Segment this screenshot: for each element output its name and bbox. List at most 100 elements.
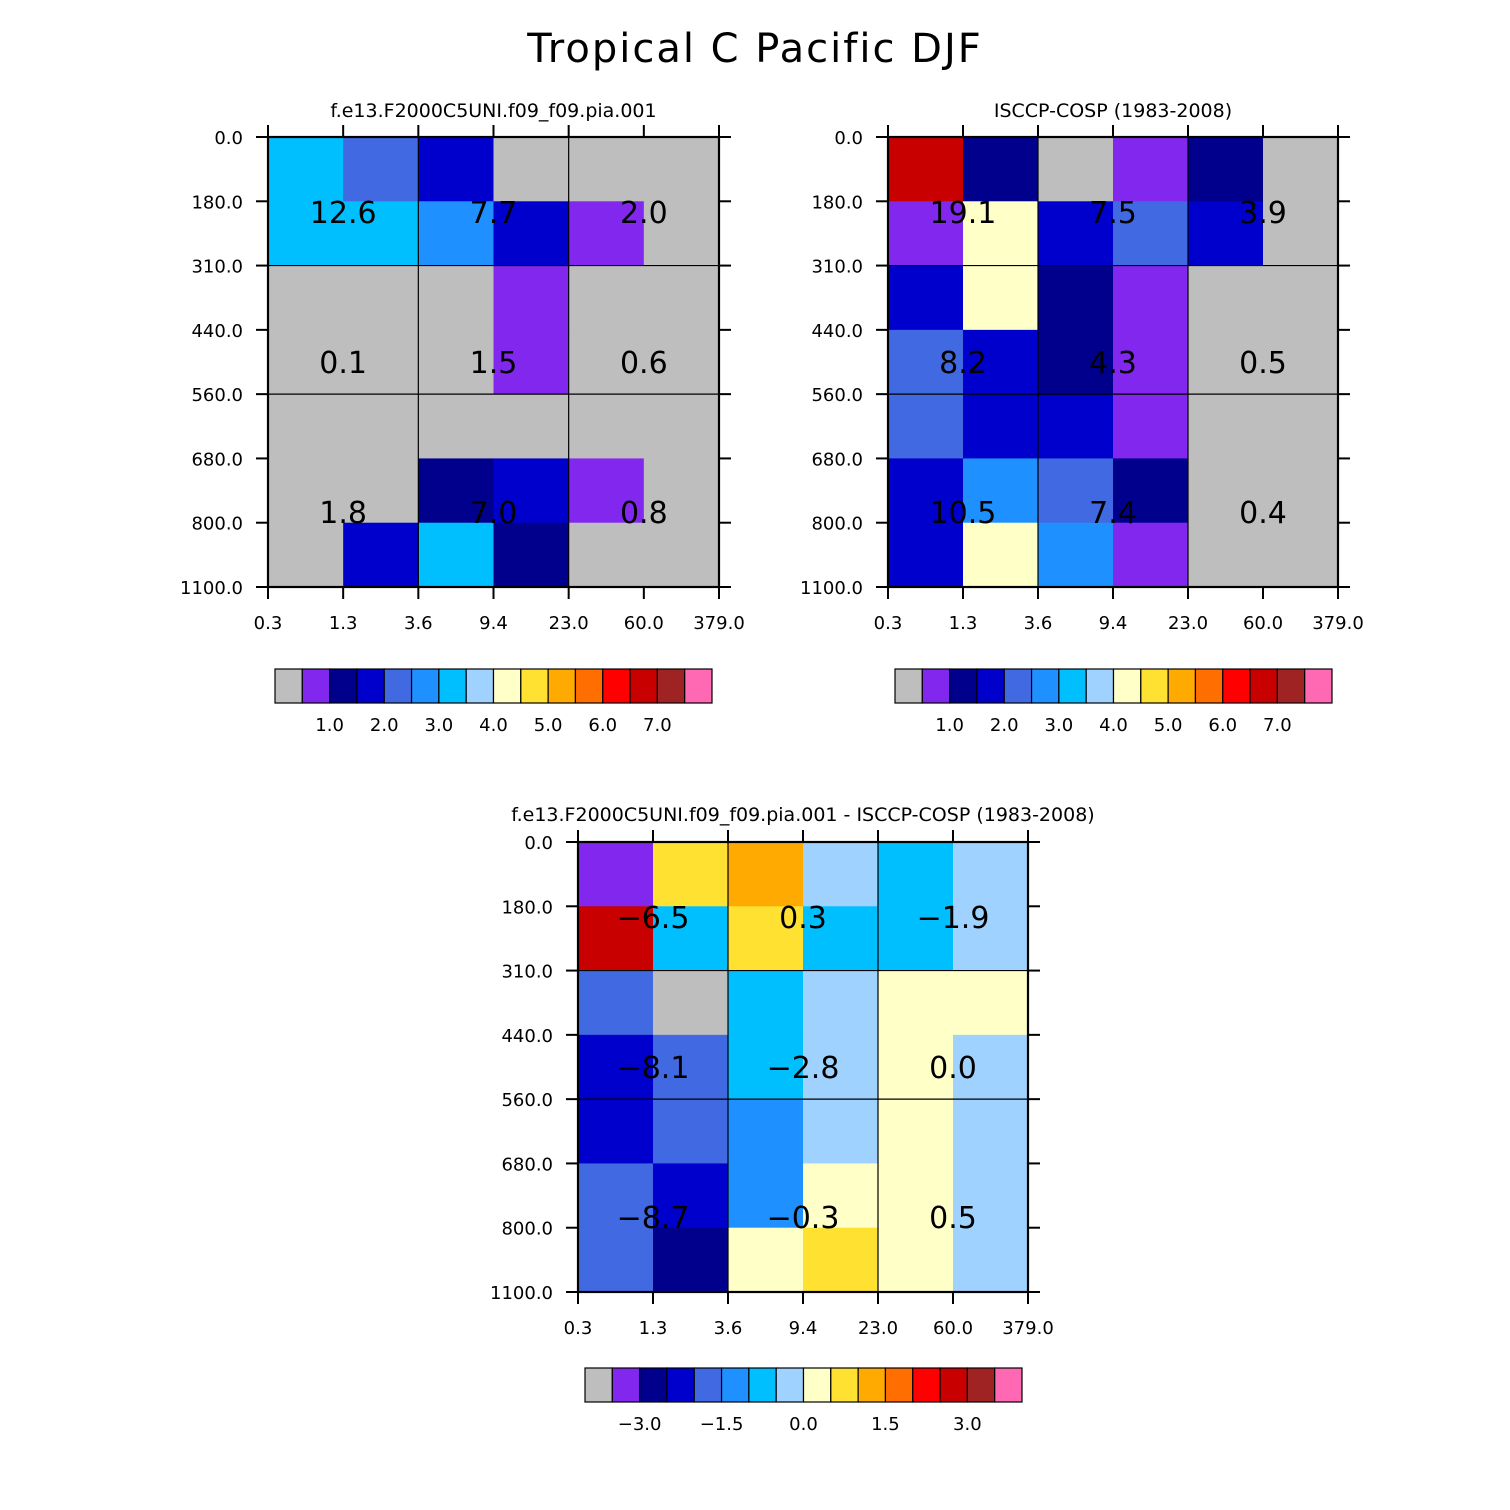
heatmap-cell xyxy=(268,522,344,588)
data-label: 7.5 xyxy=(1089,196,1137,231)
heatmap-cell xyxy=(578,1099,654,1165)
heatmap-cell xyxy=(803,1227,879,1293)
colorbar-box xyxy=(274,668,303,704)
y-tick-label: 310.0 xyxy=(811,257,863,278)
colorbar-label: 2.0 xyxy=(370,715,399,736)
data-label: −6.5 xyxy=(617,901,690,936)
heatmap-cell xyxy=(1038,201,1114,267)
heatmap-cell xyxy=(418,201,495,267)
heatmap-cell xyxy=(643,265,720,331)
colorbar-box xyxy=(1222,668,1251,704)
heatmap-cell xyxy=(1038,522,1114,588)
heatmap-cell xyxy=(268,265,344,331)
y-tick-label: 440.0 xyxy=(501,1026,553,1047)
heatmap-cell xyxy=(953,1227,1029,1293)
heatmap-cell xyxy=(568,201,645,267)
data-label: 0.5 xyxy=(929,1201,977,1236)
colorbar-box xyxy=(656,668,686,704)
x-tick-label: 23.0 xyxy=(549,613,589,634)
data-label: 19.1 xyxy=(930,196,997,231)
colorbar-box xyxy=(830,1367,859,1403)
heatmap-cell xyxy=(1188,265,1264,331)
data-label: 10.5 xyxy=(930,496,997,531)
y-tick-label: 310.0 xyxy=(501,962,553,983)
y-tick-label: 1100.0 xyxy=(490,1283,553,1304)
colorbar-box xyxy=(492,668,522,704)
colorbar-box xyxy=(1167,668,1197,704)
heatmap-cell xyxy=(418,265,495,331)
heatmap-cell xyxy=(1263,522,1339,588)
heatmap-cell xyxy=(878,1034,954,1100)
heatmap-cell xyxy=(418,394,495,460)
heatmap-cell xyxy=(878,1099,954,1165)
data-label: 0.1 xyxy=(319,346,367,381)
heatmap-panel-3: 0.3 1.3 3.6 9.4 23.0 60.0 379.0 0.0 180.0 310.0 44… xyxy=(490,804,1095,1435)
colorbar-box xyxy=(410,668,440,704)
data-label: 0.5 xyxy=(1239,346,1287,381)
heatmap-panel-1: 0.3 1.3 3.6 9.4 23.0 60.0 379.0 0.0 180.0 310.0 44… xyxy=(180,100,745,736)
heatmap-cell xyxy=(653,1227,729,1293)
x-tick-label: 60.0 xyxy=(624,613,664,634)
x-tick-label: 379.0 xyxy=(693,613,745,634)
colorbar-box xyxy=(1003,668,1033,704)
data-label: −8.7 xyxy=(617,1201,690,1236)
heatmap-cell xyxy=(418,458,495,524)
colorbar-label: 4.0 xyxy=(1099,715,1128,736)
heatmap-cell xyxy=(1188,329,1264,395)
heatmap-cell xyxy=(493,458,570,524)
heatmap-cell xyxy=(728,906,804,972)
main-title: Tropical C Pacific DJF xyxy=(527,26,983,72)
heatmap-cell xyxy=(343,522,419,588)
colorbar-label: 1.0 xyxy=(935,715,964,736)
colorbar-box xyxy=(520,668,549,704)
colorbar-box xyxy=(629,668,658,704)
panel-title: ISCCP-COSP (1983-2008) xyxy=(994,100,1232,122)
colorbar-label: 5.0 xyxy=(1154,715,1183,736)
data-label: 1.8 xyxy=(319,496,367,531)
x-tick-label: 0.3 xyxy=(254,613,283,634)
y-tick-label: 680.0 xyxy=(191,449,243,470)
heatmap-cell xyxy=(493,522,570,588)
heatmap-cell xyxy=(568,458,645,524)
heatmap-cell xyxy=(803,1034,879,1100)
colorbar-box xyxy=(639,1367,668,1403)
heatmap-cell xyxy=(568,394,645,460)
heatmap-cell xyxy=(1263,329,1339,395)
data-label: 0.0 xyxy=(929,1051,977,1086)
heatmap-cell xyxy=(1038,458,1114,524)
heatmap-cell xyxy=(953,906,1029,972)
data-label: −0.3 xyxy=(767,1201,840,1236)
x-tick-label: 60.0 xyxy=(933,1318,973,1339)
heatmap-cell xyxy=(963,394,1039,460)
heatmap-cell xyxy=(643,458,720,524)
colorbar-box xyxy=(894,668,923,704)
data-label: 0.3 xyxy=(779,901,827,936)
heatmap-panel-2: 0.3 1.3 3.6 9.4 23.0 60.0 379.0 0.0 180.0 310.0 44… xyxy=(800,100,1364,736)
colorbar-box xyxy=(994,1367,1023,1403)
heatmap-cell xyxy=(963,137,1039,202)
x-tick-label: 0.3 xyxy=(564,1318,593,1339)
x-tick-label: 23.0 xyxy=(858,1318,898,1339)
heatmap-cell xyxy=(1188,394,1264,460)
y-tick-label: 1100.0 xyxy=(180,578,243,599)
colorbar-box xyxy=(748,1367,777,1403)
x-tick-label: 1.3 xyxy=(639,1318,668,1339)
colorbar-box xyxy=(611,1367,641,1403)
y-tick-label: 0.0 xyxy=(834,128,863,149)
y-tick-label: 180.0 xyxy=(811,192,863,213)
data-label: 1.5 xyxy=(470,346,518,381)
heatmap-cell xyxy=(493,329,570,395)
heatmap-cell xyxy=(953,970,1029,1036)
heatmap-cell xyxy=(888,458,964,524)
heatmap-cell xyxy=(888,137,964,202)
colorbar-box xyxy=(1140,668,1169,704)
colorbar-label: −3.0 xyxy=(618,1414,662,1435)
colorbar-box xyxy=(329,668,358,704)
y-tick-label: 1100.0 xyxy=(800,578,863,599)
y-tick-label: 440.0 xyxy=(191,321,243,342)
data-label: 7.4 xyxy=(1089,496,1137,531)
heatmap-cell xyxy=(1113,265,1189,331)
heatmap-cell xyxy=(643,394,720,460)
heatmap-cell xyxy=(578,906,654,972)
colorbar-label: −1.5 xyxy=(700,1414,744,1435)
